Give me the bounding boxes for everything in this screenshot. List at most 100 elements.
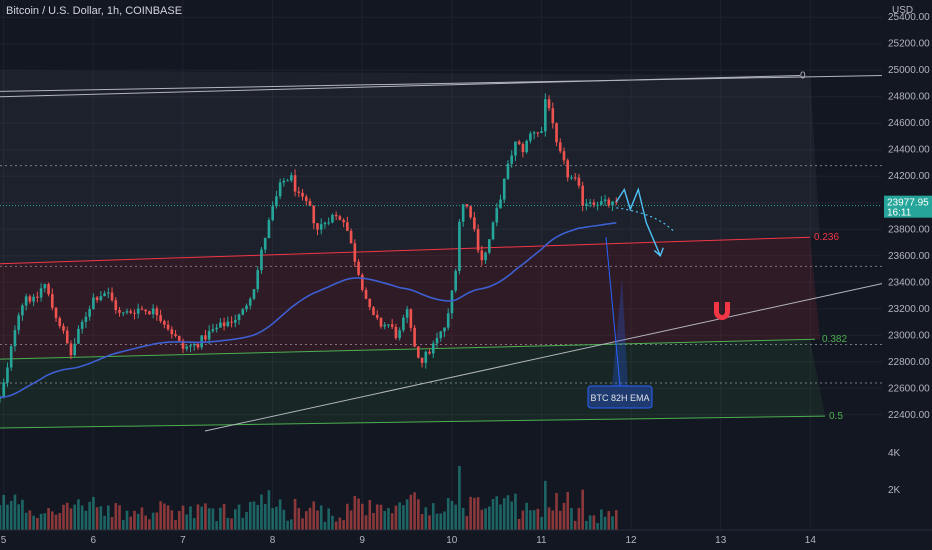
volume-bar — [551, 510, 555, 530]
candle-body — [118, 309, 121, 313]
candle-body — [331, 214, 334, 223]
volume-bar — [319, 505, 323, 530]
volume-bar — [547, 507, 551, 530]
volume-bar — [92, 496, 95, 530]
candle-body — [312, 206, 316, 224]
candle-body — [200, 335, 204, 348]
candle-body — [424, 351, 428, 363]
candle-body — [267, 220, 271, 239]
candle-body — [517, 141, 521, 145]
volume-bar — [443, 511, 446, 530]
time-tick-label: 7 — [180, 535, 186, 546]
candle-body — [443, 327, 446, 332]
candle-body — [316, 223, 319, 230]
annotations: BTC 82H EMA — [587, 187, 730, 409]
candle-body — [536, 132, 540, 134]
volume-bar — [517, 518, 521, 530]
volume-bar — [215, 521, 218, 530]
volume-bar — [24, 512, 28, 530]
magnet-icon — [714, 302, 730, 320]
time-tick-label: 11 — [536, 535, 547, 546]
volume-bar — [88, 501, 91, 530]
volume-bar — [566, 491, 570, 530]
volume-bar — [245, 511, 248, 530]
candle-body — [544, 99, 547, 132]
volume-bar — [282, 509, 286, 530]
volume-tick-label: 2K — [888, 485, 901, 496]
volume-bar — [465, 516, 469, 530]
volume-bar — [110, 517, 114, 530]
volume-bar — [428, 515, 431, 530]
candle-body — [487, 239, 491, 253]
candle-body — [372, 307, 375, 316]
candle-body — [357, 261, 360, 275]
candle-body — [177, 335, 181, 341]
volume-bar — [383, 510, 387, 530]
fib-zones — [0, 70, 825, 429]
volume-bar — [439, 513, 443, 530]
candle-body — [39, 288, 43, 298]
candle-body — [50, 294, 54, 308]
volume-bar — [144, 515, 147, 530]
candle-body — [435, 338, 439, 344]
volume-bar — [159, 501, 162, 530]
volume-bar — [532, 510, 536, 530]
candle-body — [600, 201, 603, 205]
volume-bar — [469, 496, 472, 530]
volume-bar — [529, 510, 532, 530]
candle-body — [360, 274, 364, 290]
volume-bar — [248, 501, 252, 530]
volume-bar — [237, 504, 241, 530]
candle-body — [80, 321, 84, 329]
candle-body — [398, 330, 401, 339]
volume-bar — [155, 512, 159, 530]
volume-bar — [331, 515, 334, 530]
candle-body — [256, 270, 260, 290]
price-tick-label: 22600.00 — [888, 383, 930, 394]
volume-bar — [312, 501, 316, 530]
candle-body — [17, 315, 20, 331]
candle-body — [103, 293, 106, 297]
volume-bar — [484, 508, 487, 530]
candle-body — [334, 214, 338, 217]
price-tick-label: 25000.00 — [888, 65, 930, 76]
volume-bar — [375, 504, 379, 530]
volume-bar — [596, 523, 599, 530]
volume-bar — [577, 508, 581, 530]
volume-bar — [364, 515, 368, 530]
volume-bar — [170, 510, 174, 530]
fib-line-0236 — [0, 236, 811, 265]
volume-bar — [600, 509, 603, 530]
volume-bar — [192, 518, 196, 530]
fib-line-0382 — [0, 338, 816, 360]
candle-body — [0, 397, 2, 399]
candle-body — [555, 123, 558, 143]
volume-bar — [480, 509, 484, 530]
candle-body — [62, 325, 65, 331]
candle-body — [394, 326, 398, 339]
support-trendline — [204, 283, 883, 432]
volume-bar — [275, 506, 278, 530]
volume-bar — [13, 494, 17, 530]
volume-bar — [293, 498, 297, 530]
volume-bar — [222, 503, 226, 530]
volume-bar — [226, 517, 230, 530]
volume-bar — [431, 503, 435, 530]
volume-bar — [368, 499, 372, 530]
candle-body — [293, 175, 297, 192]
candle-body — [446, 313, 450, 328]
candle-body — [248, 298, 252, 306]
time-axis[interactable]: 5 6 7 8 9 10 11 12 13 14 — [0, 529, 932, 550]
volume-bar — [338, 517, 342, 530]
volume-bar — [458, 466, 461, 530]
candle-body — [226, 321, 230, 327]
volume-bar — [555, 492, 558, 530]
volume-bar — [562, 502, 566, 530]
time-tick-label: 9 — [359, 535, 365, 546]
candle-body — [133, 312, 136, 314]
volume-bar — [121, 520, 125, 530]
candle-body — [114, 300, 118, 310]
volume-bar — [473, 497, 476, 530]
